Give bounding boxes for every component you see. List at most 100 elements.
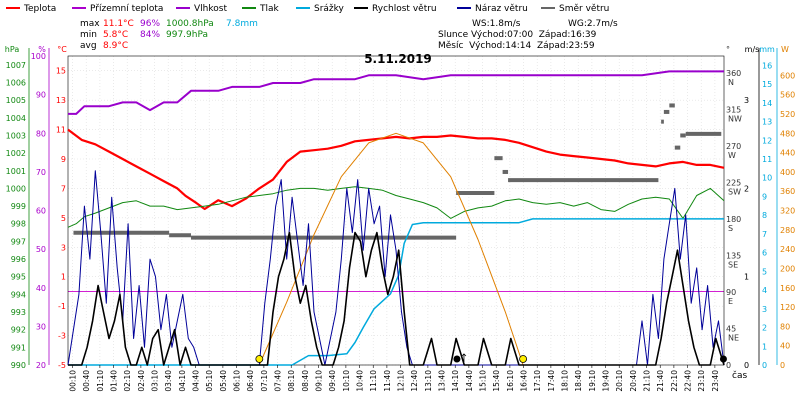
legend-label-5: Rychlost větru [372,4,437,14]
w-tick-9: 240 [780,245,795,254]
mm-tick-16: 0 [762,361,767,370]
sun-readout: Slunce Východ:07:00 Západ:16:39 [438,30,597,40]
axes: 1007100610051004100310021001100099999899… [5,45,796,370]
ms-tick-0: 3 [744,96,749,105]
x-tick-26: 13:10 [424,370,433,392]
temp-tick-9: -3 [58,332,66,341]
hpa-tick-13: 994 [11,290,26,299]
x-tick-30: 15:10 [479,370,488,392]
hpa-tick-15: 992 [11,326,26,335]
hpa-tick-7: 1000 [6,184,26,193]
dir-label-2: W [728,151,736,160]
mm-tick-6: 10 [762,174,772,183]
w-tick-2: 520 [780,110,795,119]
hpa-tick-1: 1006 [6,78,26,87]
deg-unit: ° [726,45,730,54]
stat-max-rain: 7.8mm [226,19,258,29]
mm-tick-0: 16 [762,61,772,70]
hpa-tick-10: 997 [11,237,26,246]
mm-tick-3: 13 [762,118,772,127]
plot-frame [67,55,725,366]
x-tick-23: 11:40 [383,370,392,392]
moon-readout: Měsíc Východ:14:14 Západ:23:59 [438,41,595,51]
ms-unit: m/s [745,45,760,54]
hpa-tick-0: 1007 [6,61,26,70]
x-tick-47: 23:40 [711,370,720,392]
ws-readout: WS:1.8m/s [472,19,521,29]
ms-tick-2: 1 [744,273,749,282]
pct-tick-7: 30 [36,322,46,331]
mm-tick-13: 3 [762,305,767,314]
sunrise-marker [255,355,264,363]
pct-tick-6: 40 [36,284,46,293]
mm-tick-12: 4 [762,286,767,295]
x-tick-4: 02:10 [123,370,132,392]
sunset-marker [519,355,527,363]
hpa-tick-9: 998 [11,220,26,229]
hpa-tick-3: 1004 [6,114,26,123]
dir-label-0: N [728,78,734,87]
x-tick-25: 12:40 [410,370,419,392]
w-tick-6: 360 [780,187,795,196]
deg-tick-8: 0 [726,361,731,370]
x-tick-9: 04:40 [192,370,201,392]
moonrise-arrow [461,353,467,362]
mm-tick-9: 7 [762,230,767,239]
x-tick-28: 14:10 [451,370,460,392]
pct-tick-0: 100 [31,52,46,61]
stat-min-hum: 84% [140,30,160,40]
mm-tick-4: 12 [762,136,772,145]
w-tick-10: 200 [780,264,795,273]
temp-tick-4: 7 [61,184,66,193]
x-tick-40: 20:10 [615,370,624,392]
temp-tick-1: 13 [56,96,66,105]
dir-label-3: SW [728,188,741,197]
x-tick-35: 17:40 [547,370,556,392]
x-tick-33: 16:40 [520,370,529,392]
w-tick-4: 440 [780,149,795,158]
x-tick-3: 01:40 [110,370,119,392]
x-tick-10: 05:10 [205,370,214,392]
deg-tick-6: 90 [726,288,736,297]
dir-label-7: NE [728,334,739,343]
temp-tick-10: -5 [58,361,66,370]
x-tick-42: 21:10 [643,370,652,392]
w-tick-0: 600 [780,71,795,80]
w-tick-12: 120 [780,303,795,312]
wind-sun-info: WS:1.8m/s WG:2.7m/s Slunce Východ:07:00 … [438,19,618,51]
mm-tick-8: 8 [762,211,767,220]
x-tick-34: 17:10 [533,370,542,392]
hpa-tick-2: 1005 [6,96,26,105]
pct-tick-3: 70 [36,168,46,177]
w-tick-15: 0 [780,361,785,370]
mm-tick-11: 5 [762,267,767,276]
pct-tick-8: 20 [36,361,46,370]
x-tick-24: 12:10 [397,370,406,392]
deg-tick-5: 135 [726,252,741,261]
hpa-unit: hPa [5,45,20,54]
mm-tick-5: 11 [762,155,772,164]
legend-label-3: Tlak [259,4,280,14]
hpa-tick-17: 990 [11,361,26,370]
x-tick-12: 06:10 [233,370,242,392]
dir-label-4: S [728,224,733,233]
dir-label-5: SE [728,261,738,270]
hpa-tick-4: 1003 [6,131,26,140]
dir-label-6: E [728,297,733,306]
x-tick-2: 01:10 [96,370,105,392]
stat-min-press: 997.9hPa [166,30,208,40]
dir-label-1: NW [728,115,742,124]
temp-unit: °C [57,45,67,54]
x-tick-41: 20:40 [629,370,638,392]
plot-area [67,70,727,366]
mm-tick-14: 2 [762,324,767,333]
stat-max-press: 1000.8hPa [166,19,214,29]
legend-label-6: Náraz větru [475,4,528,14]
deg-tick-3: 225 [726,179,741,188]
x-tick-15: 07:40 [274,370,283,392]
legend-label-7: Směr větru [559,4,609,14]
temp-tick-6: 3 [61,243,66,252]
mm-tick-7: 9 [762,192,767,201]
x-tick-32: 16:10 [506,370,515,392]
stat-max-temp: 11.1°C [103,19,134,29]
